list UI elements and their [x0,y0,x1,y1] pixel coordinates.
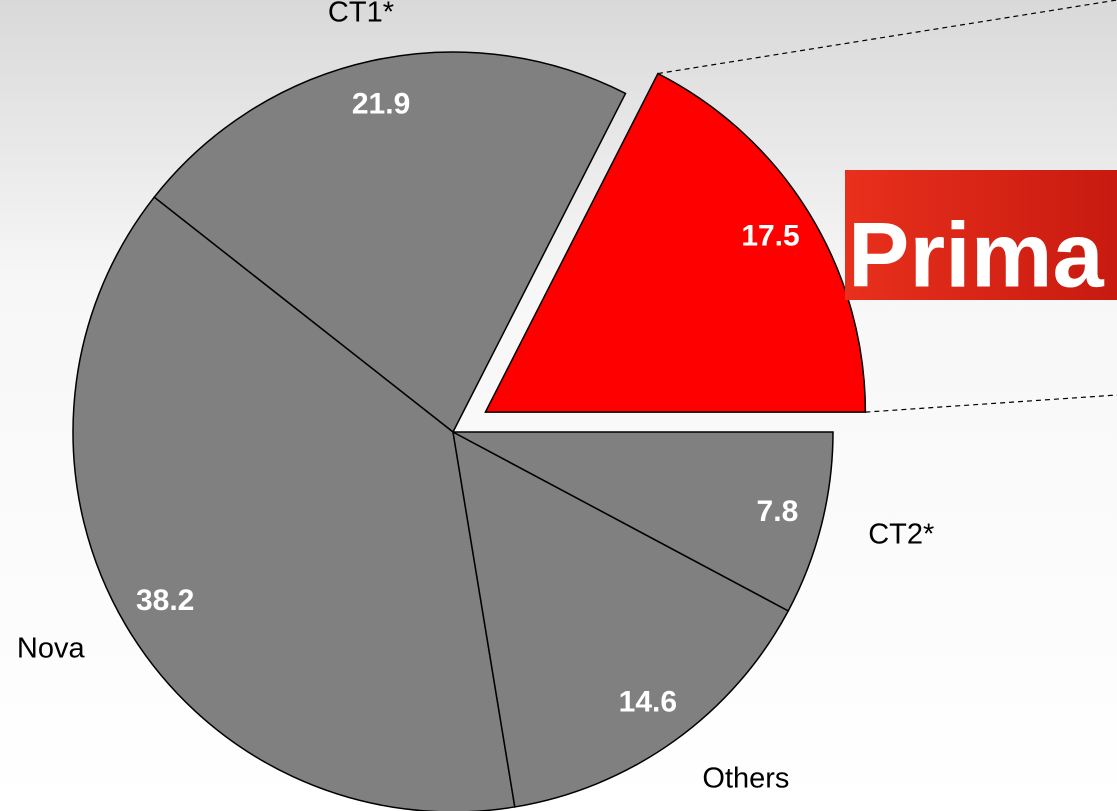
zoom-line [657,0,1117,75]
value-label: 14.6 [619,686,677,719]
logo: Prima [845,170,1117,306]
category-label: CT1* [328,0,394,29]
pie-slice [72,196,516,811]
logo-box [845,170,1117,300]
logo-text: Prima [848,204,1105,306]
pie-slice [452,430,790,808]
category-label: Others [702,762,789,794]
category-label: CT2* [868,518,934,550]
value-label: 17.5 [741,219,799,252]
zoom-line [865,394,1117,413]
pie-slice [484,72,867,413]
pie-slice [153,51,627,434]
category-label: Nova [17,633,86,665]
value-label: 7.8 [757,495,799,528]
pie: 17.5 21.9 CT1* 38.2 Nova 14.6 Others 7.8 CT2* [17,0,1117,811]
value-label: 38.2 [136,584,194,617]
pie-slice [452,431,834,612]
value-label: 21.9 [352,87,410,120]
